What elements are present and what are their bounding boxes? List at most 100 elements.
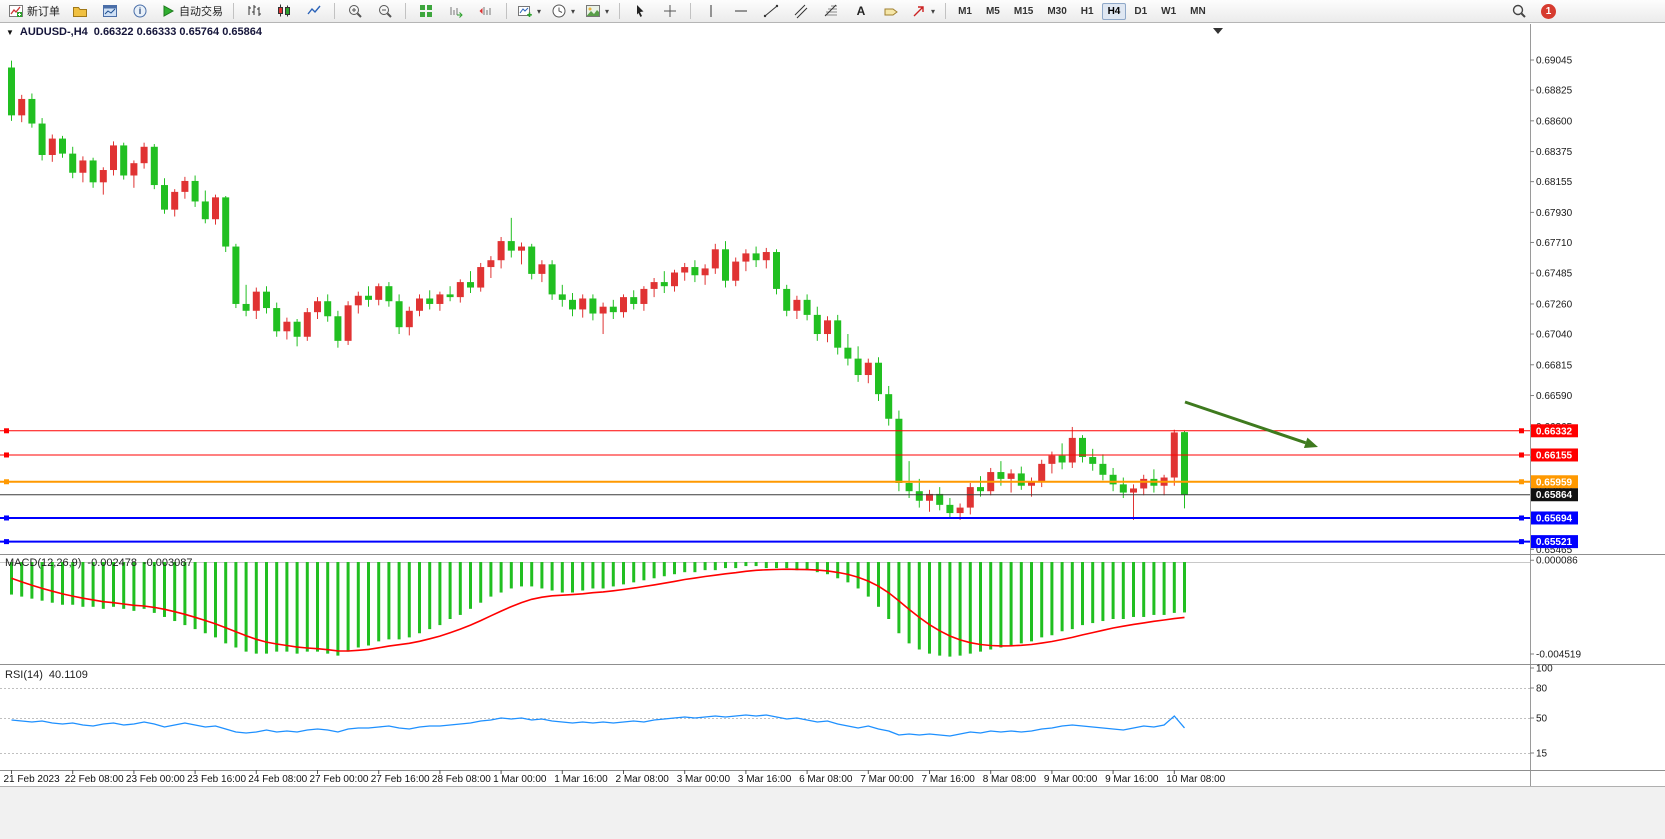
label-icon	[883, 3, 899, 19]
notification-badge[interactable]: 1	[1541, 3, 1556, 19]
line-handle[interactable]	[1519, 539, 1524, 545]
macd-indicator-label: MACD(12,26,9) -0.002478 -0.003087	[5, 557, 193, 569]
price-axis-label: 0.67930	[1536, 208, 1573, 219]
tf-h1-label: H1	[1080, 5, 1094, 17]
candle	[507, 241, 515, 251]
templates-dropdown[interactable]: ▾	[581, 0, 613, 22]
tf-mn[interactable]: MN	[1184, 3, 1212, 20]
arrows-dropdown[interactable]: ▾	[907, 0, 939, 22]
candle	[477, 267, 485, 288]
candle	[395, 301, 403, 328]
price-tag-label: 0.65694	[1536, 513, 1573, 524]
candle	[620, 297, 627, 313]
candle-chart-button[interactable]	[270, 0, 298, 22]
auto-scroll-button[interactable]	[442, 0, 470, 22]
fibonacci-icon	[823, 3, 839, 19]
line-handle[interactable]	[4, 539, 9, 545]
crosshair-button[interactable]	[656, 0, 684, 22]
tile-windows-button[interactable]	[412, 0, 440, 22]
template-icon	[585, 3, 601, 19]
chart-canvas[interactable]: 0.69045 0.68825 0.68600 0.68375 0.68155 0.679…	[0, 24, 1665, 786]
candle	[1068, 437, 1076, 463]
line-handle[interactable]	[4, 428, 9, 434]
line-chart-button[interactable]	[300, 0, 328, 22]
fibonacci-button[interactable]	[817, 0, 845, 22]
candle	[69, 153, 77, 173]
macd-axis-label: 0.000086	[1536, 556, 1578, 567]
candle	[1017, 473, 1025, 486]
chart-shift-button[interactable]	[472, 0, 500, 22]
chart-shift-marker[interactable]	[1213, 28, 1223, 34]
autotrading-button[interactable]: 自动交易	[156, 0, 227, 22]
new-chart-icon	[517, 3, 533, 19]
line-handle[interactable]	[1519, 515, 1524, 521]
search-button[interactable]	[1505, 0, 1533, 22]
tf-h1[interactable]: H1	[1075, 3, 1100, 20]
time-axis-label: 7 Mar 00:00	[860, 774, 914, 785]
tf-m1[interactable]: M1	[952, 3, 978, 20]
line-handle[interactable]	[4, 479, 9, 485]
candle	[365, 295, 372, 300]
line-handle[interactable]	[1519, 479, 1524, 485]
candle	[181, 180, 189, 192]
rsi-axis-label: 15	[1536, 749, 1548, 760]
horizontal-line-button[interactable]	[727, 0, 755, 22]
line-handle[interactable]	[1519, 452, 1524, 458]
candle	[385, 286, 393, 302]
new-chart-dropdown[interactable]: ▾	[513, 0, 545, 22]
periods-dropdown[interactable]: ▾	[547, 0, 579, 22]
bar-chart-button[interactable]	[240, 0, 268, 22]
price-tag-label: 0.65864	[1536, 490, 1573, 501]
hline-icon	[733, 3, 749, 19]
tf-w1[interactable]: W1	[1155, 3, 1182, 20]
label-button[interactable]	[877, 0, 905, 22]
tf-m15[interactable]: M15	[1008, 3, 1039, 20]
text-button[interactable]: A	[847, 0, 875, 22]
trend-arrow-head[interactable]	[1303, 437, 1318, 449]
candle	[640, 288, 648, 304]
toolbar-separator	[334, 3, 335, 19]
profiles-button[interactable]	[66, 0, 94, 22]
time-axis-label: 3 Mar 00:00	[677, 774, 731, 785]
candle	[79, 160, 87, 173]
new-order-button[interactable]: 新订单	[4, 0, 64, 22]
candle	[722, 249, 729, 281]
candle	[864, 362, 872, 376]
zoom-in-icon	[347, 3, 363, 19]
time-axis-label: 1 Mar 00:00	[493, 774, 547, 785]
toolbar: 新订单 i 自动交易 ▾ ▾ ▾ A ▾ M1 M5 M15 M30 H1 H4 D1 W1 MN 1	[0, 0, 1665, 23]
candle	[905, 482, 913, 492]
chart-window-button[interactable]	[96, 0, 124, 22]
rsi-axis-label: 50	[1536, 714, 1548, 725]
price-tag	[1531, 488, 1578, 502]
line-handle[interactable]	[4, 452, 9, 458]
tf-d1[interactable]: D1	[1128, 3, 1153, 20]
trend-arrow-annotation[interactable]	[1184, 400, 1307, 445]
vertical-line-button[interactable]	[697, 0, 725, 22]
candle	[885, 394, 893, 419]
line-handle[interactable]	[1519, 428, 1524, 434]
candle	[660, 282, 668, 287]
candle	[140, 146, 148, 164]
info-button[interactable]: i	[126, 0, 154, 22]
zoom-out-button[interactable]	[371, 0, 399, 22]
toolbar-separator	[233, 3, 234, 19]
time-axis-label: 6 Mar 08:00	[799, 774, 853, 785]
chart-background	[0, 24, 1665, 786]
trendline-button[interactable]	[757, 0, 785, 22]
toolbar-left-groups: 新订单 i 自动交易 ▾ ▾ ▾ A ▾ M1 M5 M15 M30 H1 H4 D1 W1 MN	[4, 0, 1212, 22]
time-axis-label: 21 Feb 2023	[4, 774, 61, 785]
caret-down-icon: ▾	[931, 6, 936, 16]
cursor-icon	[632, 3, 648, 19]
tf-h4[interactable]: H4	[1101, 2, 1127, 20]
candle	[201, 201, 209, 220]
trendline-icon	[763, 3, 779, 19]
channel-button[interactable]	[787, 0, 815, 22]
price-tag-label: 0.65959	[1536, 477, 1573, 488]
line-handle[interactable]	[4, 515, 9, 521]
cursor-button[interactable]	[626, 0, 654, 22]
tf-m5[interactable]: M5	[980, 3, 1006, 20]
zoom-in-button[interactable]	[341, 0, 369, 22]
candle	[599, 306, 607, 314]
tf-m30[interactable]: M30	[1041, 3, 1072, 20]
